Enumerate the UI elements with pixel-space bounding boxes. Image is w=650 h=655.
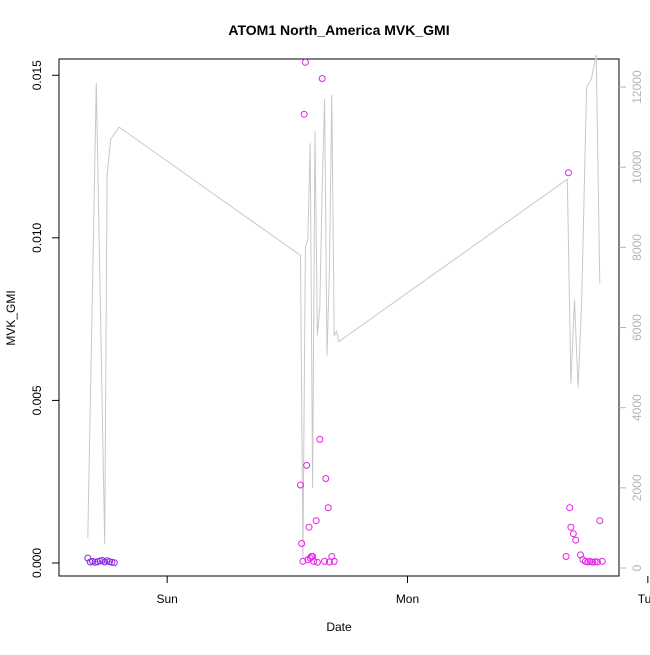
data-point	[316, 435, 324, 443]
data-point	[310, 557, 318, 565]
data-point	[322, 475, 330, 482]
x-tick-label: Sun	[156, 592, 177, 606]
y-axis-label: MVK_GMI	[4, 290, 18, 345]
x-tick-label: Mon	[396, 592, 419, 606]
y-left-tick-label: 0.000	[30, 548, 44, 578]
x-axis-label: Date	[326, 620, 352, 634]
data-point	[301, 58, 309, 66]
x-axis: Sun Mon Tue	[156, 576, 650, 606]
plot-frame	[58, 58, 620, 577]
y-left-tick-label: 0.015	[30, 60, 44, 90]
y-right-tick-label: 8000	[630, 234, 644, 261]
data-point	[567, 523, 575, 531]
data-point	[297, 481, 304, 489]
data-point	[596, 517, 604, 525]
data-point	[566, 504, 574, 512]
series-line-0	[87, 54, 601, 559]
line-series-group	[87, 54, 601, 559]
data-point	[321, 557, 329, 565]
point-series-group	[84, 58, 606, 567]
data-point	[562, 553, 570, 560]
y-axis-left: 0.000 0.005 0.010 0.015	[30, 60, 59, 578]
y-right-tick-label: 2000	[630, 474, 644, 501]
data-point	[318, 75, 326, 82]
y-left-tick-label: 0.010	[30, 222, 44, 252]
y-right-tick-label: 4000	[630, 394, 644, 421]
data-point	[572, 536, 580, 544]
data-point	[300, 110, 308, 118]
y-right-tick-label: 10000	[630, 150, 644, 184]
data-point	[313, 558, 321, 566]
x-tick-label: Tue	[638, 592, 650, 606]
data-point	[324, 504, 332, 512]
data-point	[305, 523, 313, 531]
data-point	[312, 517, 320, 525]
data-point	[569, 530, 577, 538]
data-point	[593, 558, 601, 566]
data-point	[598, 557, 606, 565]
data-point	[303, 461, 311, 469]
data-point	[298, 540, 306, 547]
y-left-tick-label: 0.005	[30, 385, 44, 415]
data-point	[309, 553, 317, 560]
y-axis-right: 0 2000 4000 6000 8000 10000 12000	[619, 70, 644, 571]
data-point	[299, 557, 307, 565]
y-right-tick-label: 6000	[630, 314, 644, 341]
data-point	[330, 557, 338, 565]
y-right-tick-label: 12000	[630, 70, 644, 104]
data-point	[110, 559, 118, 567]
y-right-tick-label: 0	[630, 564, 644, 571]
data-point	[108, 558, 116, 566]
chart-title: ATOM1 North_America MVK_GMI	[228, 22, 449, 38]
data-point	[565, 169, 572, 177]
data-point	[591, 558, 599, 566]
